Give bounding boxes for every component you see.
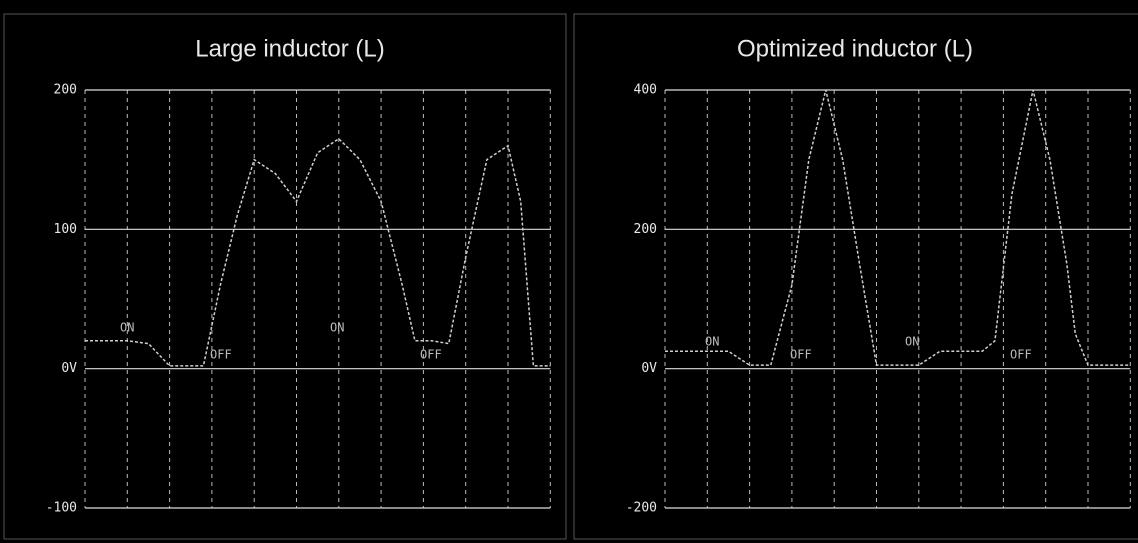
y-tick-label: 0V (641, 361, 657, 376)
annotation: ON (330, 321, 344, 335)
y-tick-label: 200 (54, 83, 77, 98)
chart-title: Optimized inductor (L) (737, 35, 973, 62)
y-tick-label: -200 (626, 501, 657, 516)
chart-title: Large inductor (L) (195, 35, 384, 62)
annotation: OFF (1010, 348, 1032, 362)
y-tick-label: 0V (61, 361, 77, 376)
annotation: OFF (420, 348, 442, 362)
y-tick-label: 400 (634, 83, 657, 98)
scope-screenshot: Large inductor (L) -100 0V 100 200 ON OFF ON OFF… (0, 0, 1138, 543)
annotation: OFF (210, 348, 232, 362)
annotation: OFF (790, 348, 812, 362)
y-tick-label: -100 (46, 501, 77, 516)
background (0, 0, 1138, 543)
annotation: ON (120, 321, 134, 335)
y-tick-label: 200 (634, 222, 657, 237)
y-tick-label: 100 (54, 222, 77, 237)
annotation: ON (905, 335, 919, 349)
annotation: ON (705, 335, 719, 349)
